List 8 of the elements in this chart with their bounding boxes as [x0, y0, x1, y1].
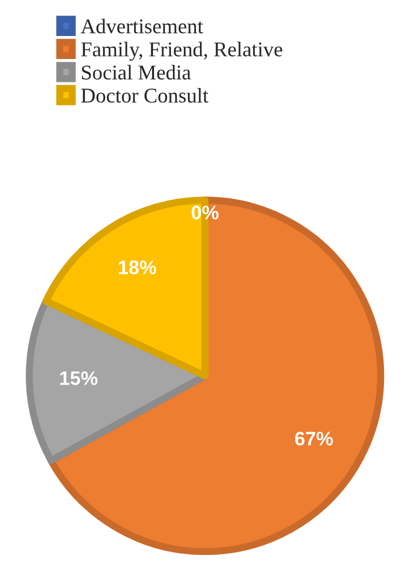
data-label: 15%: [60, 371, 98, 386]
legend-label: Advertisement: [80, 18, 204, 34]
legend-label: Family, Friend, Relative: [81, 42, 282, 61]
legend-label: Doctor Consult: [81, 88, 208, 103]
data-label: 18%: [118, 260, 156, 274]
data-label: 67%: [295, 432, 333, 446]
text: 0%: [192, 206, 219, 220]
legend-label: Social Media: [82, 64, 191, 80]
